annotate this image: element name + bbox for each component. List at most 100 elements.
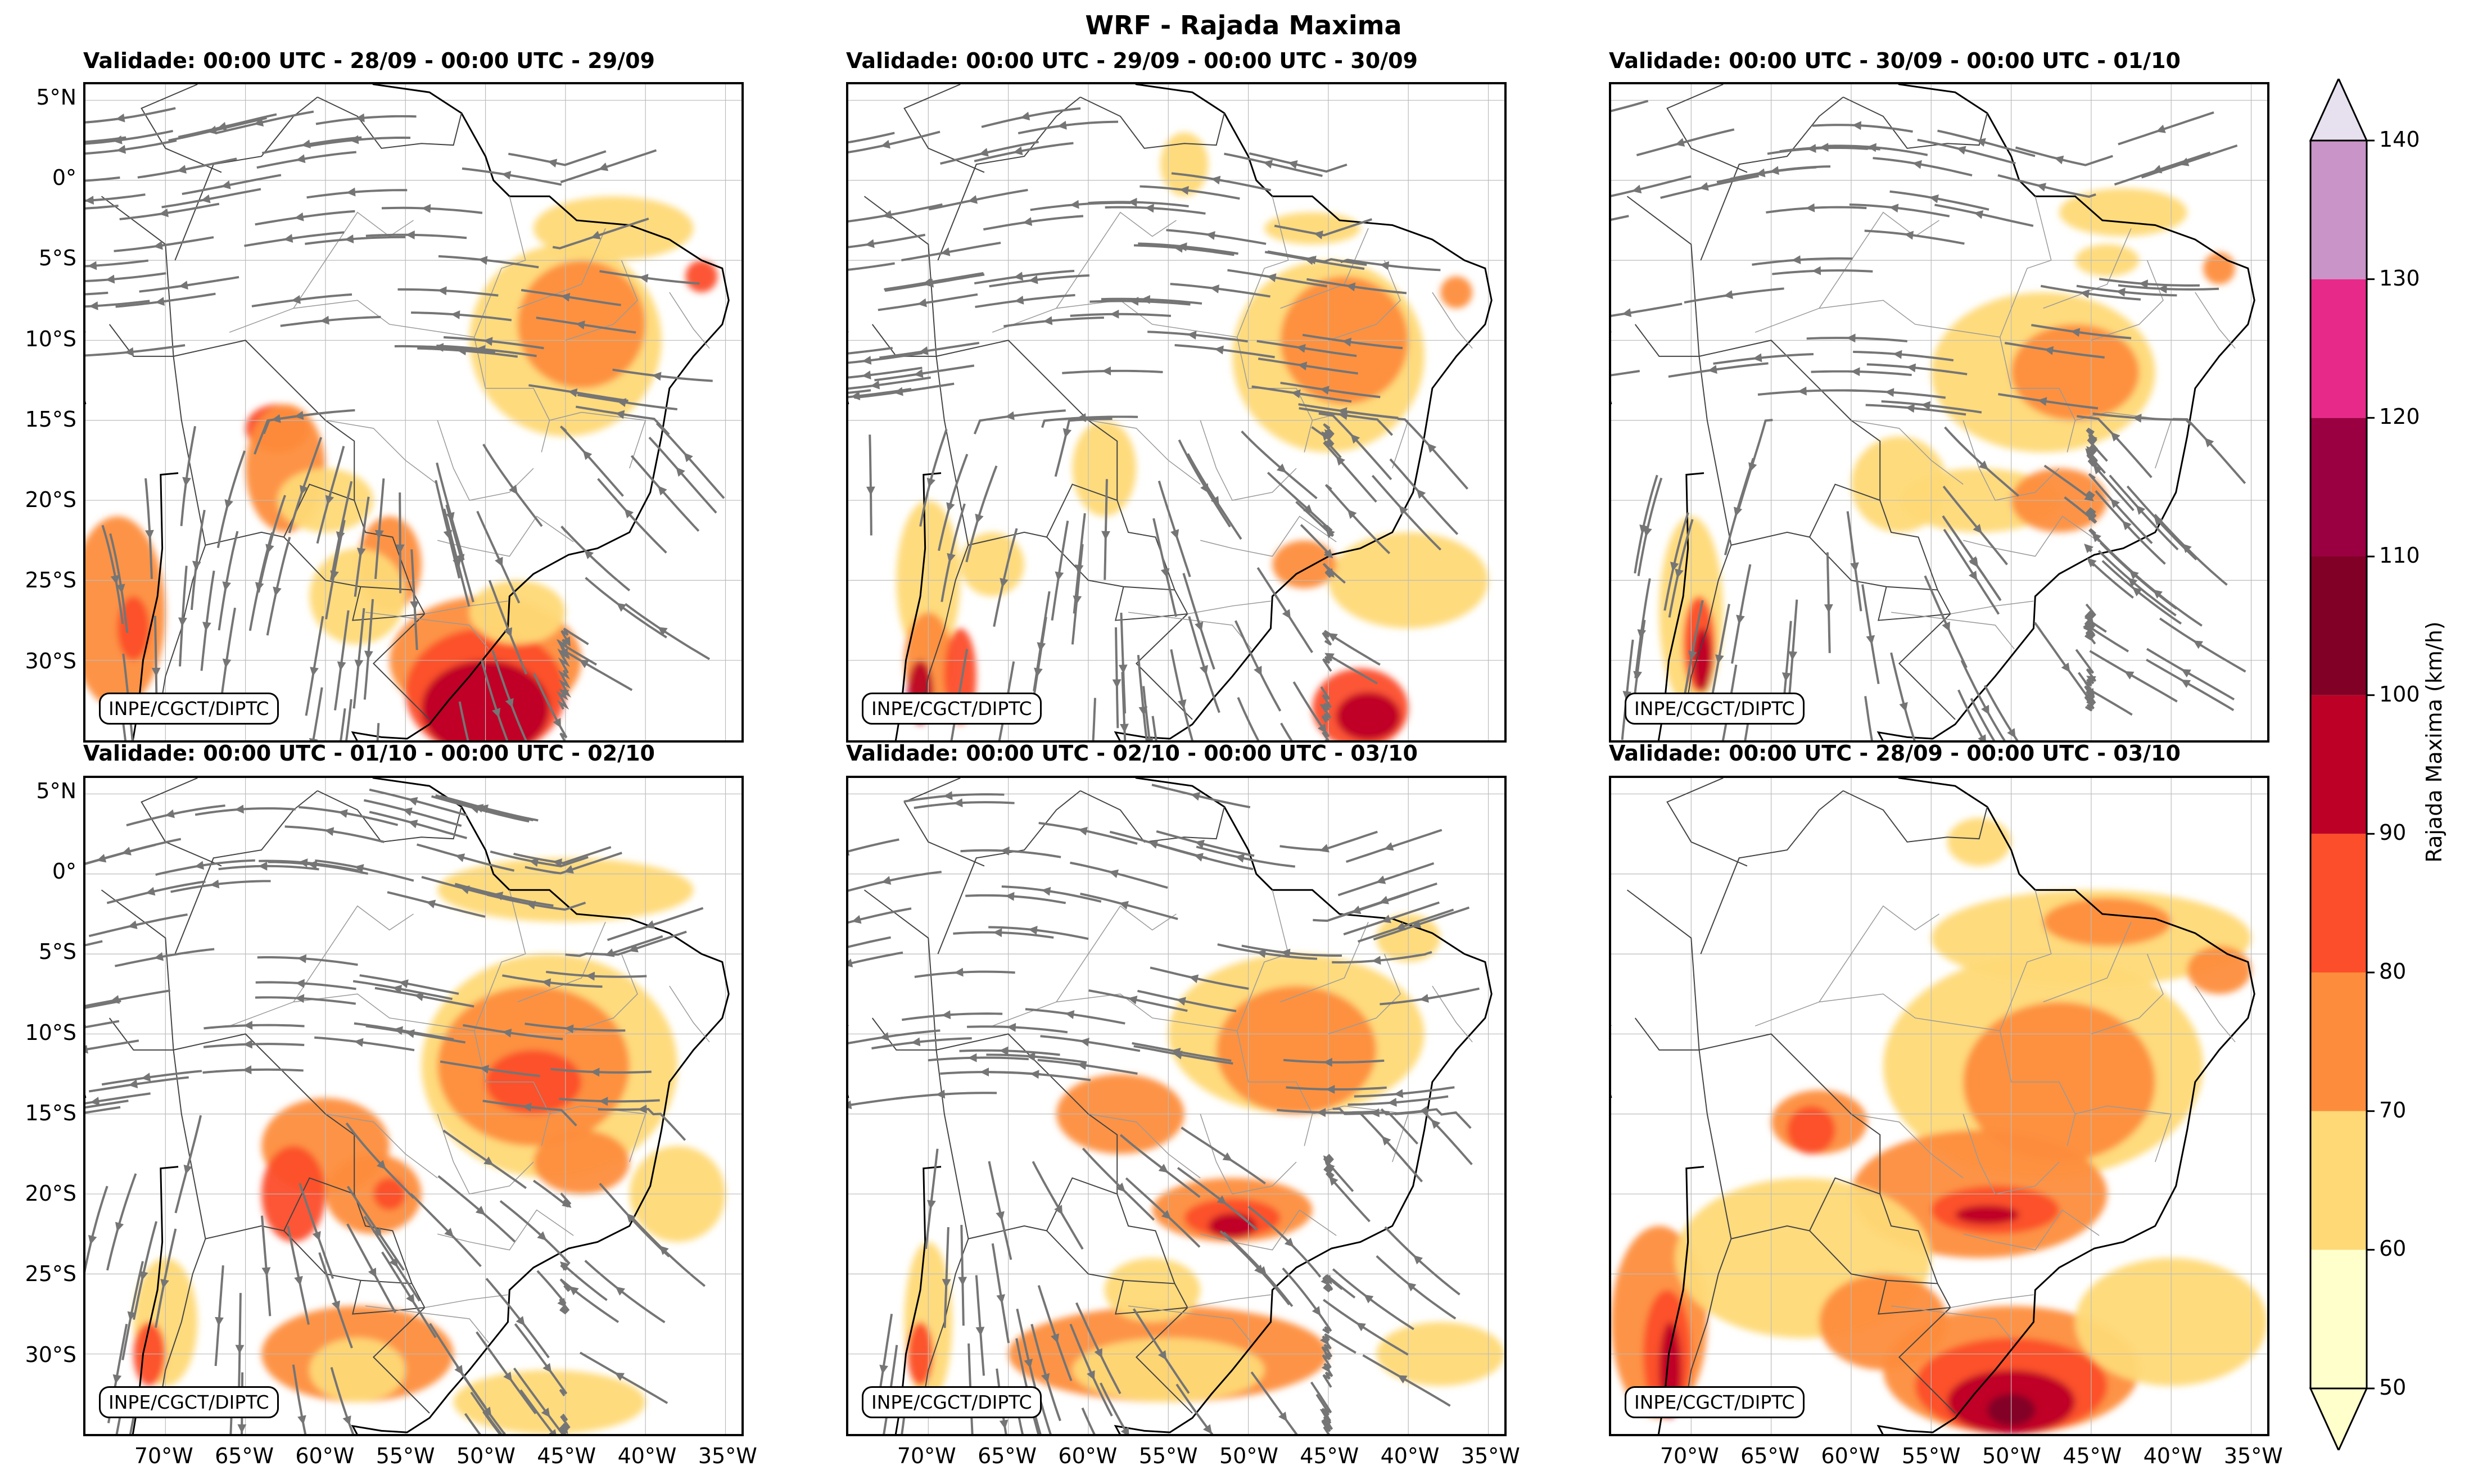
streamline-arrow [1254, 666, 1262, 676]
streamline-arrow [562, 1198, 572, 1208]
streamline-arrow [1811, 266, 1821, 275]
streamline-arrow [1281, 948, 1291, 958]
streamline-arrow [1370, 1108, 1380, 1117]
streamline [1767, 147, 1868, 155]
lat-tick-label: 10°S [25, 1020, 76, 1045]
streamline-arrow [505, 698, 514, 708]
streamline [901, 1411, 906, 1434]
streamline [1170, 649, 1193, 740]
streamline [1069, 1323, 1113, 1417]
streamline-arrow [1070, 200, 1079, 209]
streamline-arrow [2136, 505, 2146, 515]
streamline [280, 315, 381, 327]
streamline [485, 1278, 550, 1359]
streamline-arrow [1419, 994, 1429, 1003]
colorbar-extend-min [2309, 1387, 2368, 1450]
coastline [848, 778, 1493, 1434]
streamline [536, 1270, 570, 1315]
streamline-arrow [590, 230, 601, 239]
streamline-arrow [1188, 974, 1199, 983]
credit-badge: INPE/CGCT/DIPTC [1625, 1386, 1805, 1418]
streamline [1371, 474, 1442, 551]
streamline-arrow [541, 978, 551, 988]
streamline-arrow [1326, 528, 1335, 539]
streamline [1187, 453, 1242, 540]
streamline-arrow [1000, 847, 1010, 856]
streamline [1302, 333, 1403, 350]
gust-contour [1104, 1257, 1201, 1322]
streamline-arrow [1028, 275, 1038, 284]
gridlines [1611, 778, 2267, 1434]
streamline [1380, 987, 1480, 1006]
streamline-arrow [1195, 621, 1204, 632]
streamline-arrow [954, 967, 964, 977]
streamline-arrow [373, 1227, 382, 1237]
streamline [558, 647, 633, 691]
streamline-arrow [1014, 296, 1024, 305]
streamline-arrow [1173, 243, 1183, 253]
streamline [1668, 362, 1769, 378]
streamline-arrow [616, 603, 627, 612]
streamline-arrow [1973, 523, 1982, 534]
streamline-arrow [590, 1067, 600, 1077]
streamline-arrow [455, 853, 465, 862]
streamline [598, 1107, 686, 1141]
streamline-arrow [403, 807, 413, 816]
streamline-arrow [1707, 365, 1717, 374]
streamline [556, 669, 572, 710]
streamline [524, 1022, 626, 1032]
streamline-arrow [234, 804, 244, 814]
streamline [365, 233, 467, 239]
gust-contour [1072, 420, 1137, 517]
streamline-arrow [96, 854, 107, 863]
streamline-arrow [1313, 230, 1323, 239]
streamline [1101, 297, 1202, 305]
streamline-arrow [1062, 428, 1072, 438]
streamline [437, 1175, 516, 1243]
streamline-arrow [658, 627, 668, 636]
streamline [161, 188, 261, 209]
streamline-arrow [953, 798, 963, 808]
streamline-arrow [294, 212, 304, 221]
streamline-arrow [1206, 231, 1215, 240]
streamline [1037, 1285, 1073, 1382]
streamline [490, 850, 589, 867]
streamline-arrow [87, 261, 97, 270]
streamline [928, 1056, 1029, 1062]
streamline-arrow [426, 899, 436, 909]
streamline-arrow [1120, 1427, 1129, 1434]
streamline-arrow [1128, 197, 1137, 207]
lon-tick-label: 65°W [1740, 1444, 1800, 1468]
streamline [1256, 340, 1357, 358]
streamline [1075, 1302, 1122, 1395]
streamline [991, 1243, 1010, 1343]
streamline [1267, 472, 1333, 532]
streamline-arrow [291, 295, 301, 304]
streamline [476, 510, 521, 604]
lon-tick-label: 45°W [1300, 1444, 1359, 1468]
streamline [630, 455, 700, 532]
streamline [1325, 1170, 1371, 1223]
colorbar-tick-label: 110 [2379, 543, 2420, 568]
streamline-arrow [1978, 460, 1989, 470]
streamline [1140, 185, 1240, 200]
streamline [214, 1265, 224, 1367]
streamline [848, 262, 895, 271]
streamline-arrow [1318, 723, 1327, 734]
streamline [440, 795, 539, 822]
streamline-arrow [110, 574, 120, 585]
lat-tick-label: 30°S [25, 648, 76, 673]
streamline-arrow [2181, 679, 2191, 688]
streamline-arrow [1235, 854, 1245, 863]
streamline [314, 1036, 415, 1052]
streamline [381, 1251, 437, 1338]
streamline [259, 859, 359, 872]
streamline-arrow [146, 886, 156, 896]
streamline [1730, 165, 1831, 180]
streamline [2089, 650, 2178, 703]
streamline-arrow [178, 617, 187, 627]
streamline [1037, 1058, 1138, 1075]
streamline [306, 189, 408, 199]
streamline-arrow [1631, 184, 1642, 194]
streamline [85, 1106, 121, 1114]
